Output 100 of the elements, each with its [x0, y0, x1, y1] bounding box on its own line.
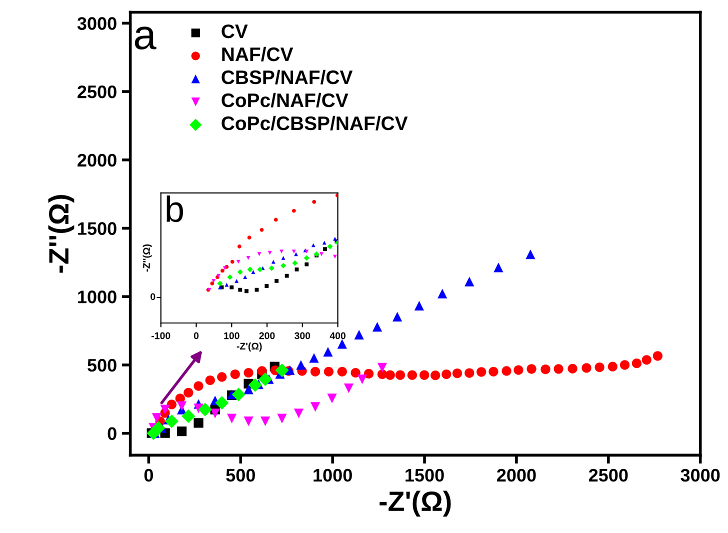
- point: [464, 368, 474, 378]
- x-axis-title: -Z'(Ω): [236, 342, 262, 352]
- x-tick-label: 0: [144, 468, 153, 482]
- legend-label: CV: [222, 24, 248, 38]
- point: [258, 372, 272, 386]
- point: [246, 256, 250, 260]
- y-tick-label: 1500: [78, 222, 116, 235]
- point: [430, 370, 440, 380]
- point: [526, 250, 536, 260]
- point: [322, 240, 326, 245]
- point: [247, 236, 252, 240]
- y-tick-label: 1000: [78, 290, 116, 304]
- x-tick-label: 1500: [406, 468, 444, 482]
- point: [268, 250, 272, 255]
- point: [324, 366, 334, 376]
- point: [608, 362, 618, 372]
- point: [488, 366, 498, 376]
- y-axis-title: -Z''(Ω): [48, 195, 74, 273]
- point: [260, 228, 264, 232]
- point: [464, 276, 474, 286]
- point: [277, 414, 287, 424]
- point: [244, 289, 248, 294]
- point: [238, 288, 242, 292]
- point: [176, 401, 187, 411]
- point: [364, 368, 374, 379]
- point: [220, 268, 224, 273]
- point: [164, 414, 178, 428]
- point: [395, 370, 406, 380]
- point: [652, 351, 662, 361]
- point: [442, 369, 452, 380]
- point: [337, 366, 347, 376]
- point: [292, 208, 296, 213]
- point: [244, 384, 254, 394]
- legend-label: NAF/CV: [222, 46, 294, 62]
- point: [582, 363, 592, 373]
- point: [310, 366, 320, 376]
- y-tick-label: 0: [108, 427, 116, 440]
- point: [304, 255, 310, 261]
- point: [568, 364, 578, 374]
- legend-label: CoPc/CBSP/NAF/CV: [222, 116, 408, 130]
- x-tick-label: 500: [226, 468, 255, 482]
- point: [176, 426, 187, 436]
- point: [182, 409, 196, 424]
- point: [344, 384, 354, 394]
- point: [217, 280, 223, 286]
- point: [620, 360, 630, 370]
- point: [540, 364, 550, 374]
- point: [335, 194, 338, 198]
- y-tick-label: 500: [88, 358, 116, 372]
- point: [502, 366, 512, 376]
- point: [257, 266, 263, 272]
- point: [372, 322, 382, 332]
- x-tick-label: 1000: [314, 468, 352, 482]
- point: [309, 353, 319, 363]
- point: [194, 418, 204, 428]
- point: [280, 262, 286, 268]
- point: [476, 367, 486, 377]
- point: [217, 372, 227, 382]
- point: [212, 278, 216, 283]
- point: [377, 362, 388, 373]
- point: [244, 368, 254, 378]
- point: [452, 368, 462, 378]
- point: [243, 275, 248, 280]
- x-tick-label: 2500: [588, 468, 628, 482]
- x-tick-label: 200: [259, 332, 275, 340]
- point: [357, 374, 367, 384]
- point: [268, 265, 274, 271]
- point: [304, 262, 309, 266]
- point: [215, 396, 229, 410]
- y-tick-label: 3000: [77, 17, 116, 30]
- point: [292, 260, 298, 266]
- point: [260, 416, 270, 426]
- point: [294, 252, 298, 256]
- point: [310, 402, 320, 412]
- point: [554, 364, 564, 374]
- x-tick-label: 0: [194, 332, 199, 340]
- point: [420, 370, 430, 380]
- point: [311, 243, 316, 248]
- point: [236, 260, 240, 264]
- point: [414, 300, 424, 310]
- point: [294, 408, 304, 418]
- point: [227, 414, 237, 424]
- x-tick-label: -100: [152, 332, 170, 340]
- point: [332, 254, 337, 259]
- point: [210, 282, 214, 286]
- point: [152, 413, 162, 423]
- point: [234, 278, 239, 283]
- annotation: a: [134, 26, 156, 50]
- point: [594, 362, 604, 372]
- point: [320, 252, 324, 256]
- point: [323, 247, 328, 252]
- x-tick-label: 2000: [497, 468, 536, 482]
- point: [227, 274, 233, 280]
- point: [254, 288, 259, 292]
- point: [237, 269, 243, 275]
- point: [184, 388, 194, 398]
- point: [247, 266, 253, 272]
- point: [237, 244, 242, 248]
- x-tick-label: 400: [330, 332, 346, 340]
- point: [385, 370, 395, 380]
